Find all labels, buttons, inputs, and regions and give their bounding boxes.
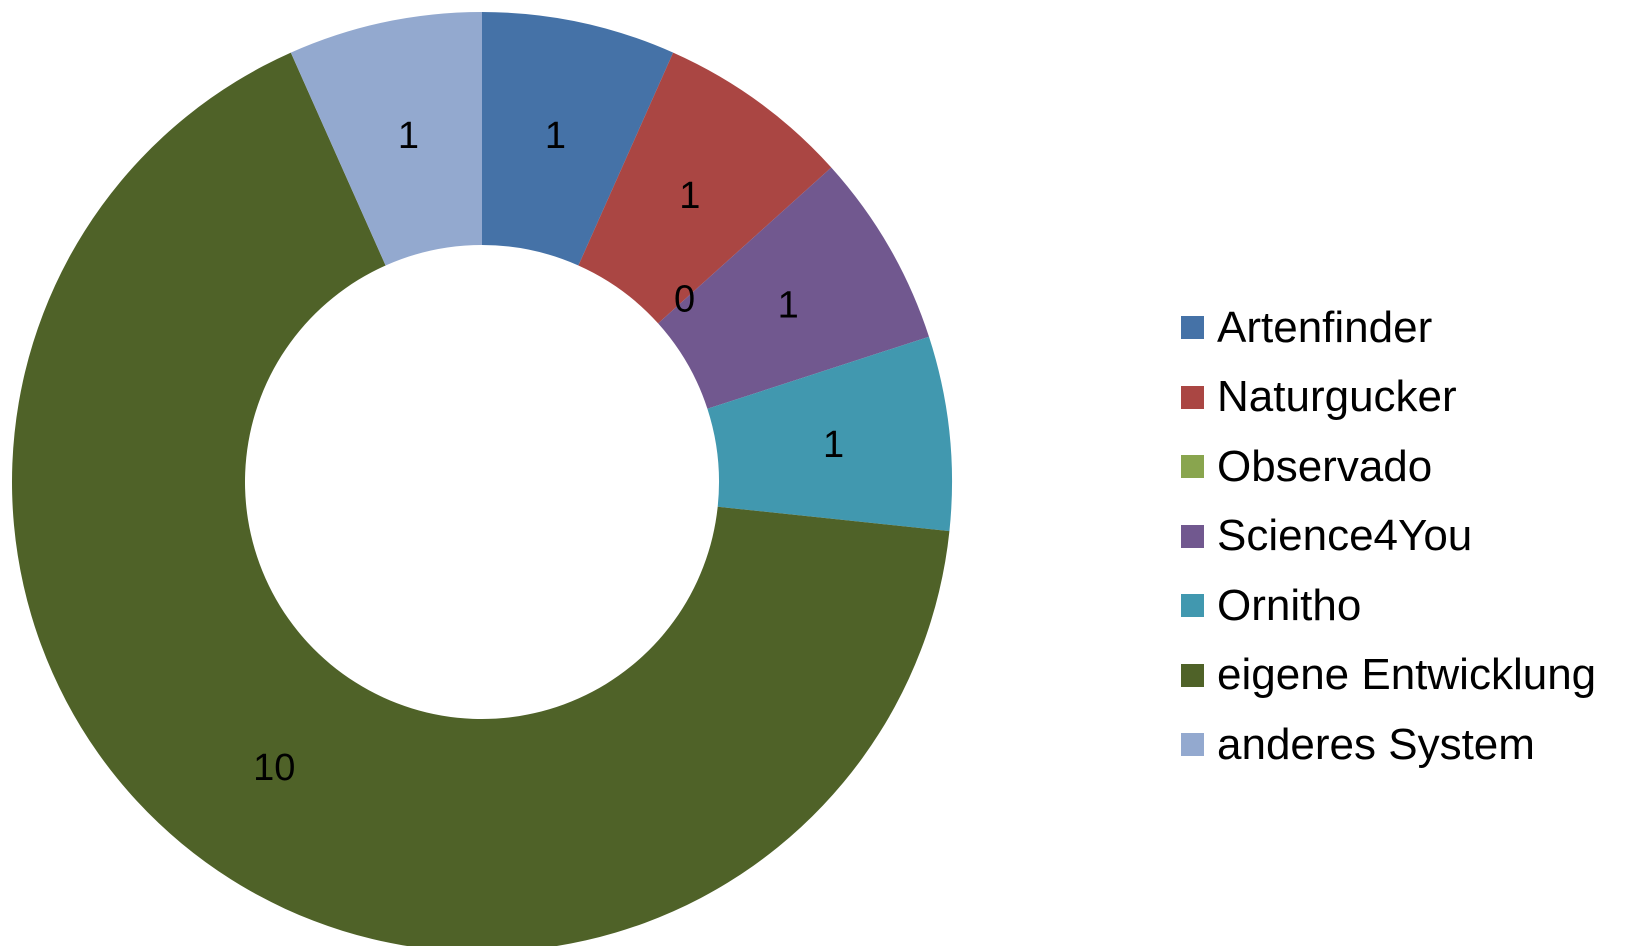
legend-swatch	[1181, 663, 1204, 687]
legend-label: Ornitho	[1217, 580, 1362, 630]
legend-label: Science4You	[1217, 511, 1473, 561]
slice-naturgucker	[578, 52, 832, 324]
legend-item-artenfinder: Artenfinder	[1181, 293, 1596, 363]
legend-label: eigene Entwicklung	[1217, 650, 1597, 700]
slice-anderes-system	[290, 12, 482, 266]
data-label-eigene-entwicklung: 10	[253, 747, 295, 789]
data-label-observado: 0	[674, 279, 695, 321]
slice-science4you	[658, 167, 929, 409]
data-label-naturgucker: 1	[679, 175, 700, 217]
legend-item-ornitho: Ornitho	[1181, 571, 1596, 641]
legend-label: Artenfinder	[1217, 302, 1433, 352]
legend-swatch	[1181, 316, 1204, 340]
slice-eigene-entwicklung	[11, 52, 950, 946]
legend-label: Naturgucker	[1217, 372, 1457, 422]
legend-swatch	[1181, 385, 1204, 409]
legend-item-observado: Observado	[1181, 432, 1596, 502]
legend-swatch	[1181, 455, 1204, 479]
data-label-ornitho: 1	[823, 424, 844, 466]
data-label-anderes-system: 1	[398, 115, 419, 157]
slice-artenfinder	[482, 12, 674, 266]
legend-item-anderes-system: anderes System	[1181, 710, 1596, 780]
legend-label: anderes System	[1217, 719, 1535, 769]
legend: Artenfinder Naturgucker Observado Science4Y…	[1181, 293, 1596, 780]
legend-swatch	[1181, 524, 1204, 548]
legend-swatch	[1181, 594, 1204, 618]
data-label-science4you: 1	[778, 284, 799, 326]
legend-item-science4you: Science4You	[1181, 502, 1596, 572]
slice-ornitho	[707, 336, 953, 532]
legend-item-eigene-entwicklung: eigene Entwicklung	[1181, 641, 1596, 711]
data-label-artenfinder: 1	[545, 115, 566, 157]
legend-label: Observado	[1217, 441, 1433, 491]
legend-swatch	[1181, 733, 1204, 757]
legend-item-naturgucker: Naturgucker	[1181, 363, 1596, 433]
donut-slices	[11, 12, 953, 946]
